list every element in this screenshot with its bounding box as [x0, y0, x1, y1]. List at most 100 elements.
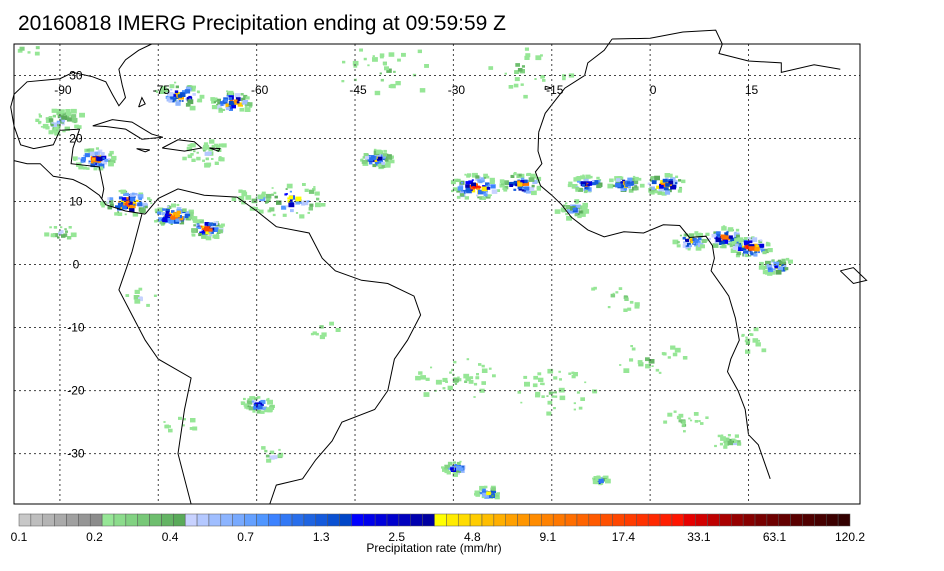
precip-cell — [481, 381, 486, 385]
precip-cell — [751, 237, 758, 243]
precip-cell — [465, 187, 471, 192]
colorbar-swatch — [457, 513, 471, 527]
colorbar-label: Precipitation rate (mm/hr) — [366, 541, 501, 555]
precip-cell — [233, 100, 239, 105]
precip-cell — [162, 208, 166, 211]
precip-cell — [384, 158, 389, 162]
precip-cell — [682, 356, 688, 360]
precip-cell — [665, 183, 670, 187]
precip-cell — [468, 380, 474, 384]
precip-cell — [620, 181, 624, 184]
precip-cell — [107, 205, 113, 210]
precip-cell — [697, 237, 702, 241]
precip-cell — [88, 148, 95, 153]
precip-cell — [761, 348, 767, 353]
precip-cell — [218, 109, 223, 113]
precip-cell — [174, 81, 177, 84]
precip-cell — [736, 251, 742, 256]
precip-cell — [104, 158, 109, 162]
precip-cell — [130, 203, 136, 209]
coastline — [138, 96, 146, 108]
coastline — [144, 188, 422, 505]
precip-cell — [753, 243, 758, 248]
precip-cell — [209, 139, 215, 144]
precip-cell — [184, 89, 191, 94]
precip-cell — [384, 163, 389, 168]
precip-cell — [154, 220, 158, 223]
precip-cell — [65, 235, 68, 237]
precip-cell — [565, 202, 568, 205]
precip-cell — [176, 100, 179, 102]
precip-cell — [700, 422, 704, 425]
precip-cell — [535, 55, 542, 61]
precip-cell — [568, 73, 575, 78]
precip-cell — [130, 193, 135, 197]
precip-cell — [609, 178, 614, 183]
precip-cell — [734, 238, 738, 241]
precip-cell — [583, 209, 590, 214]
precip-cell — [380, 78, 384, 82]
coastline — [136, 148, 150, 153]
precip-cell — [612, 292, 615, 295]
precip-cell — [226, 90, 229, 93]
colorbar-swatch — [30, 513, 43, 527]
precip-cell — [185, 211, 190, 215]
precip-cell — [559, 378, 562, 381]
precip-cell — [714, 444, 717, 448]
precip-cell — [628, 186, 631, 189]
precip-cell — [267, 407, 273, 412]
precip-cell — [673, 410, 677, 413]
precip-cell — [203, 144, 210, 150]
precip-cell — [242, 100, 249, 105]
precip-cell — [202, 159, 205, 162]
precip-cell — [419, 88, 426, 93]
precip-cell — [261, 446, 266, 450]
precip-cell — [638, 362, 644, 367]
precip-cell — [525, 189, 531, 194]
precip-cell — [576, 391, 580, 394]
precip-cell — [261, 191, 266, 195]
precip-cell — [528, 177, 535, 182]
precip-cell — [504, 72, 507, 75]
precip-cell — [126, 200, 130, 204]
precip-cell — [459, 191, 464, 195]
precip-cell — [228, 97, 233, 100]
precip-cell — [269, 450, 275, 455]
precip-cell — [569, 206, 576, 211]
precip-cell — [100, 201, 106, 206]
precip-cell — [651, 180, 657, 185]
precip-cell — [688, 233, 695, 238]
precip-cell — [201, 228, 204, 230]
precip-cell — [481, 364, 485, 368]
precip-cell — [88, 160, 91, 163]
precip-cell — [719, 442, 724, 446]
precip-cell — [59, 109, 65, 114]
precip-cell — [672, 352, 678, 357]
precip-cell — [204, 162, 211, 168]
precip-cell — [752, 338, 759, 343]
precip-cell — [61, 115, 68, 120]
precip-cell — [129, 207, 135, 213]
precip-cell — [471, 179, 474, 181]
precip-cell — [139, 201, 142, 204]
precip-cell — [175, 101, 181, 106]
precip-cell — [645, 363, 651, 369]
precip-cell — [206, 158, 209, 160]
precip-cell — [479, 485, 485, 491]
precip-cell — [444, 468, 448, 471]
precip-cell — [517, 68, 523, 72]
precip-cell — [651, 365, 654, 367]
precip-cell — [682, 244, 688, 248]
colorbar-swatch — [113, 513, 127, 527]
latitude-label: 10 — [69, 195, 83, 209]
precip-cell — [491, 495, 494, 497]
precip-cell — [134, 289, 140, 294]
colorbar-swatch — [42, 513, 55, 527]
precip-cell — [372, 55, 375, 57]
precip-cell — [473, 396, 476, 398]
precip-cell — [674, 347, 681, 353]
colorbar-swatch — [647, 513, 661, 527]
precip-cell — [418, 371, 423, 375]
precip-cell — [520, 401, 523, 404]
colorbar-swatch — [493, 513, 506, 527]
